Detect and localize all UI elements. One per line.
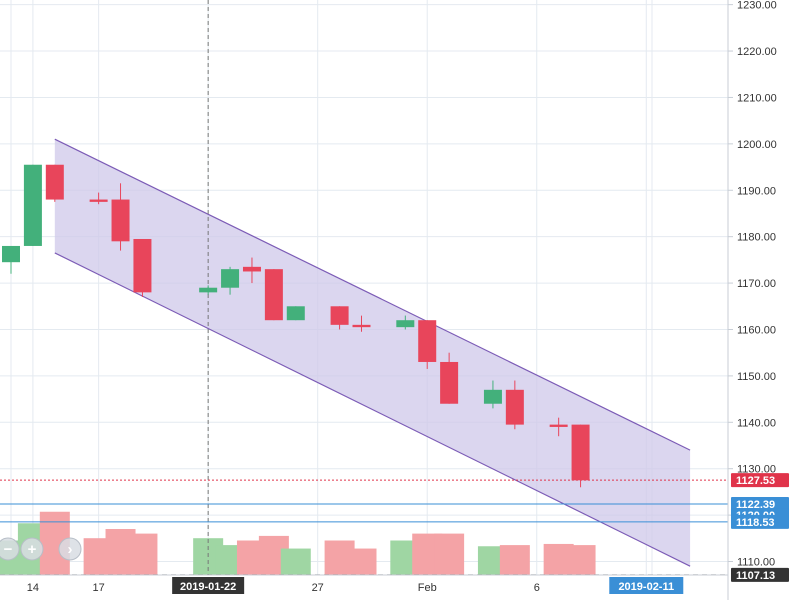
volume-bar [434,533,465,575]
plus-icon: + [28,541,37,558]
price-badge [731,473,789,488]
volume-bar [499,545,530,575]
candle-body[interactable] [23,164,42,246]
crosshair-date-badge [172,577,245,594]
volume-bar [280,548,311,575]
candle-body[interactable] [2,245,20,263]
zoom-out-button[interactable] [0,537,20,561]
candle-body[interactable] [221,269,240,288]
y-tick-label: 1190.00 [737,185,776,197]
zoom-in-button[interactable] [20,537,44,561]
price-badge-label: 1127.53 [736,475,775,487]
candle-body[interactable] [483,389,502,404]
candle-body[interactable] [396,320,415,328]
price-badge-label: 1118.53 [736,517,775,529]
price-channel-lower-line[interactable] [54,252,691,567]
current-date-label: 2019-02-11 [618,581,674,593]
x-tick-label: 14 [27,582,39,594]
y-tick-label: 1200.00 [737,139,777,151]
y-tick-label: 1140.00 [737,417,776,429]
price-channel-fill [54,139,691,567]
volume-bar [127,533,158,575]
candle-body[interactable] [286,306,305,321]
y-tick-label: 1170.00 [737,278,776,290]
price-badge [731,514,789,529]
price-badge [731,497,789,512]
y-tick-label: 1130.00 [737,464,776,476]
candle-body[interactable] [571,424,590,481]
candle-body[interactable] [505,389,524,425]
y-tick-label: 1180.00 [737,232,776,244]
price-badge-label: 1122.39 [736,499,775,511]
x-tick-label: 6 [534,582,540,594]
candle-body[interactable] [440,361,459,404]
minus-icon: − [4,541,13,558]
y-tick-label: 1230.00 [737,0,777,12]
candle-body[interactable] [549,424,568,427]
candle-body[interactable] [199,287,218,293]
price-channel-upper-line[interactable] [54,138,691,451]
chevron-right-icon: › [68,541,73,558]
scroll-right-button[interactable] [58,537,82,561]
candle-body[interactable] [89,199,108,202]
y-tick-label: 1150.00 [737,371,776,383]
candle-body[interactable] [111,199,130,242]
x-tick-label: Feb [418,582,437,594]
price-badge-label: 1107.13 [736,570,775,582]
crosshair-date-label: 2019-01-22 [180,581,236,593]
y-tick-label: 1160.00 [737,324,776,336]
candle-body[interactable] [352,324,371,328]
candle-body[interactable] [242,266,261,272]
y-tick-label: 1220.00 [737,46,777,58]
candle-body[interactable] [330,306,349,325]
y-tick-label: 1110.00 [737,557,775,569]
candle-body[interactable] [418,320,437,362]
current-date-badge [609,577,684,594]
x-tick-label: 17 [93,582,105,594]
candle-body[interactable] [45,164,64,200]
volume-bar [346,548,377,575]
y-tick-label: 1210.00 [737,92,777,104]
candle-body[interactable] [133,238,152,293]
volume-bar [565,545,596,575]
price-badge [731,567,789,582]
x-tick-label: 27 [312,582,324,594]
candle-body[interactable] [264,269,283,321]
